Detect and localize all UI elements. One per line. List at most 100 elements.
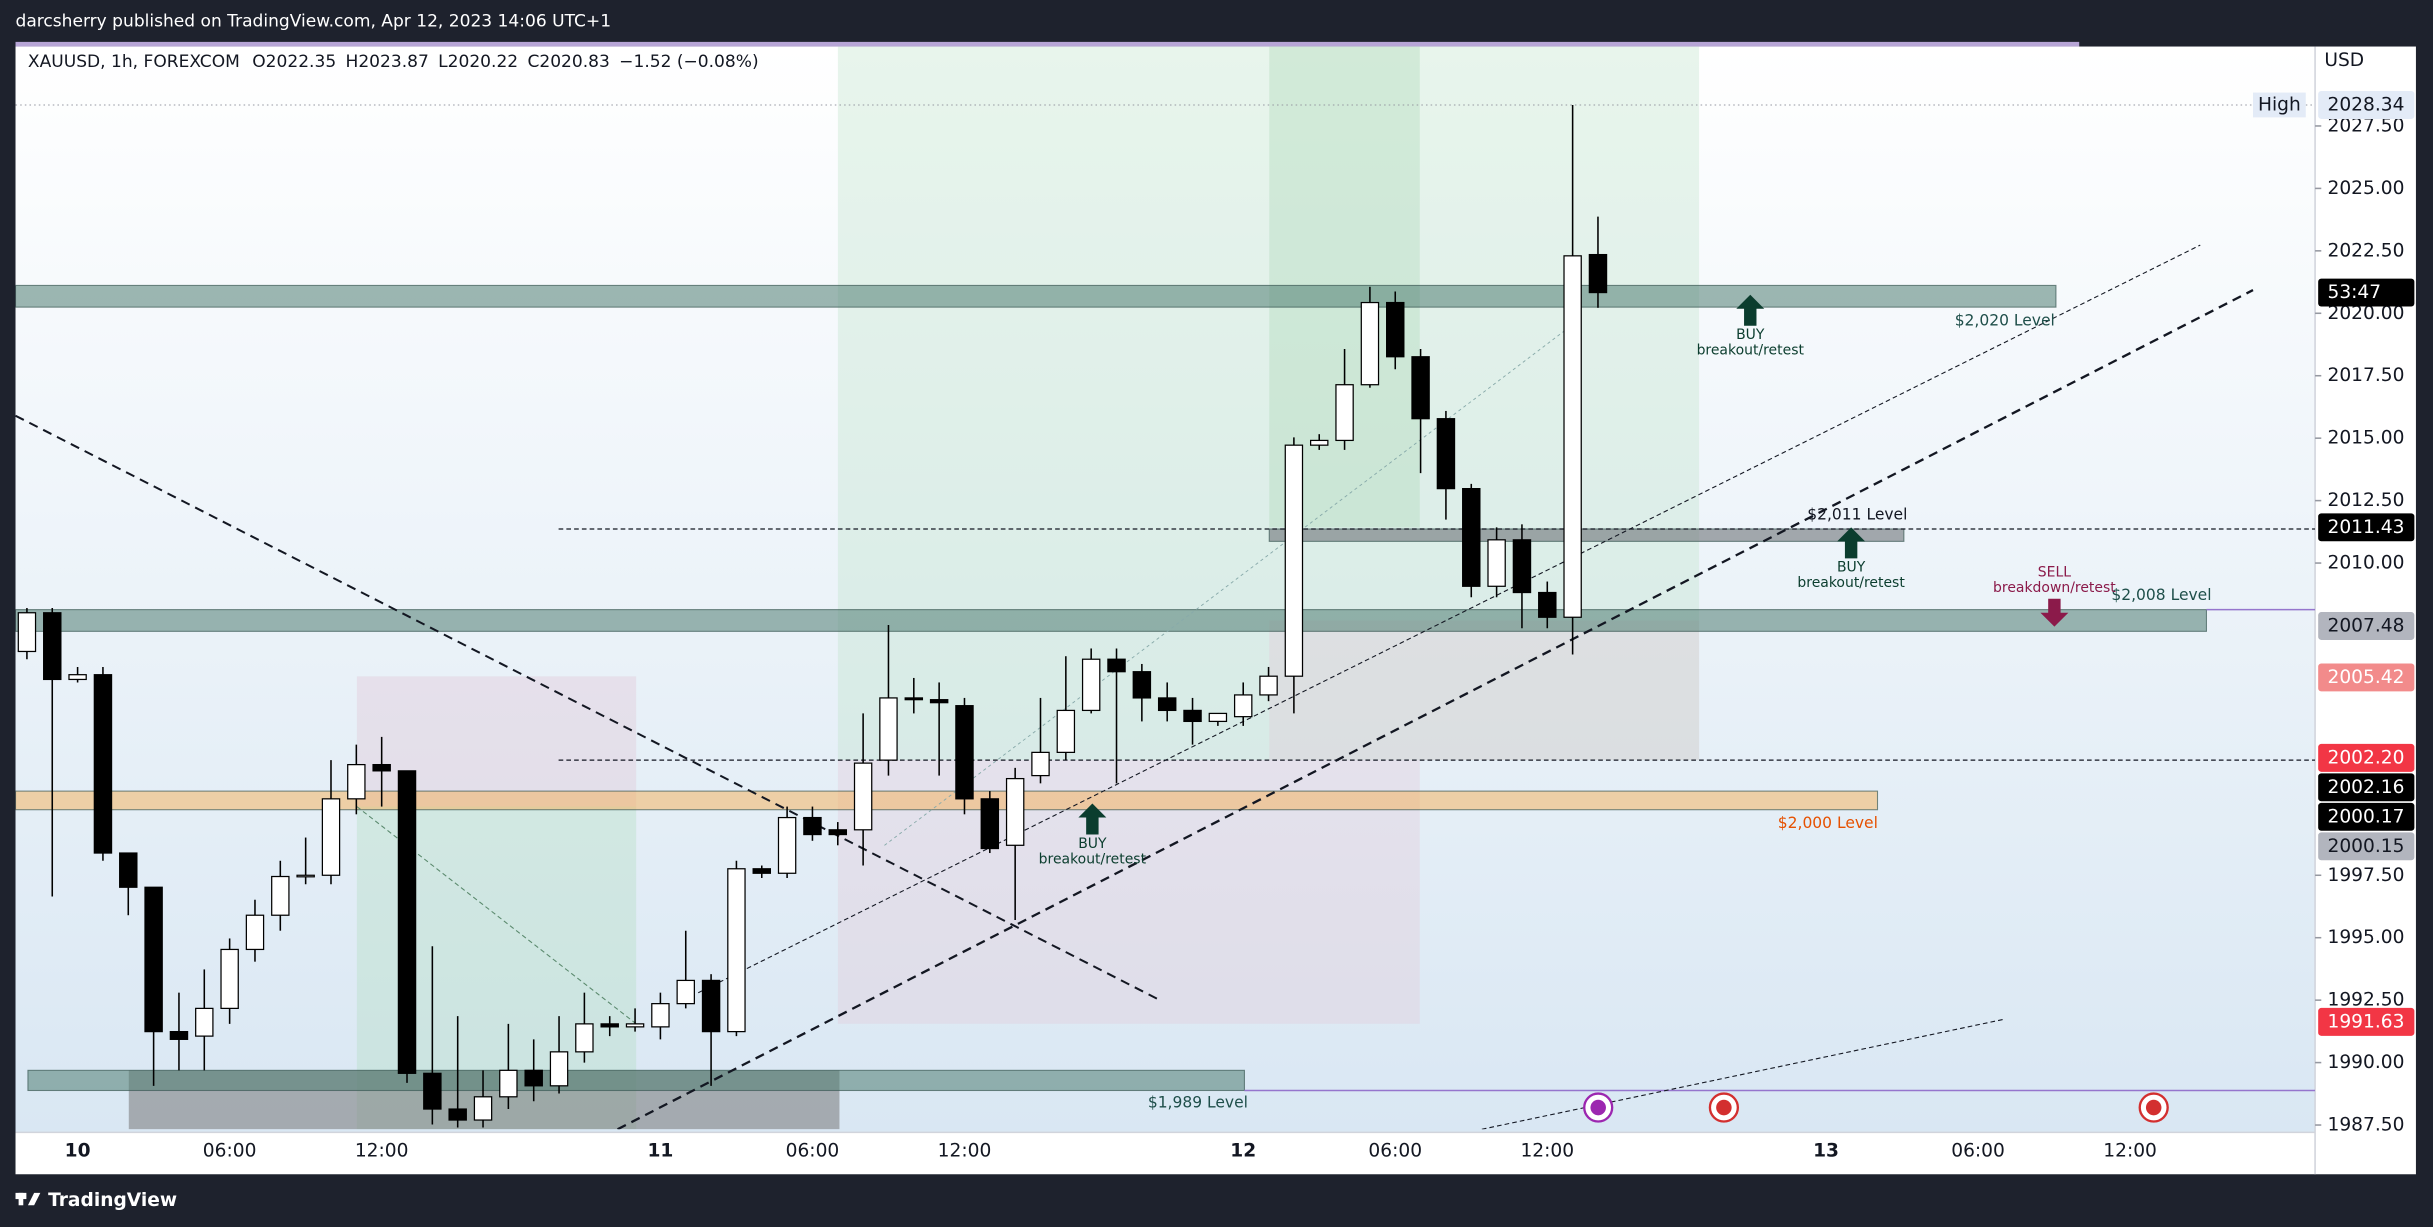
candle-body bbox=[17, 612, 37, 653]
candle-body bbox=[1132, 671, 1152, 699]
legend-ohlc-label: C bbox=[527, 52, 539, 72]
candle-body bbox=[600, 1023, 619, 1028]
legend-ohlc-value: 2020.22 bbox=[448, 52, 519, 72]
candle-body bbox=[980, 798, 1000, 850]
candle-body bbox=[296, 874, 315, 878]
candle-body bbox=[777, 816, 797, 874]
y-tick-label: 2027.50 bbox=[2327, 115, 2404, 136]
candle-body bbox=[347, 763, 366, 800]
candle-body bbox=[169, 1030, 189, 1040]
price-axis bbox=[2315, 46, 2416, 1175]
candle-body bbox=[1031, 751, 1050, 777]
candle-body bbox=[1538, 591, 1557, 618]
candle-body bbox=[271, 875, 290, 916]
level-zone bbox=[1268, 528, 1905, 542]
y-tick-label: 2017.50 bbox=[2327, 365, 2404, 386]
y-tick-label: 1987.50 bbox=[2327, 1115, 2404, 1136]
price-badge bbox=[2318, 802, 2415, 831]
x-tick-label: 12:00 bbox=[1520, 1140, 1574, 1161]
legend-ohlc-value: 2022.35 bbox=[266, 52, 337, 72]
candle-body bbox=[195, 1007, 214, 1037]
candle-body bbox=[1005, 777, 1025, 846]
trend-line bbox=[15, 414, 1162, 1002]
level-zone bbox=[15, 609, 2208, 632]
signal-setup: breakdown/retest bbox=[1993, 580, 2116, 596]
event-icon-dot bbox=[2145, 1099, 2162, 1116]
candle-body bbox=[220, 948, 239, 1010]
candle-body bbox=[43, 612, 62, 681]
countdown-badge bbox=[2318, 278, 2415, 307]
candle-body bbox=[93, 674, 113, 854]
legend: XAUUSD, 1h, FOREXCOM O2022.35 H2023.87 L202… bbox=[28, 52, 759, 72]
position-box bbox=[837, 46, 1700, 761]
candle-body bbox=[701, 979, 721, 1033]
signal-arrow bbox=[1837, 527, 1866, 559]
price-badge bbox=[2318, 832, 2415, 861]
high-tag bbox=[2253, 92, 2306, 118]
price-badge-label: 2002.20 bbox=[2327, 747, 2404, 768]
price-badge-label: 2002.16 bbox=[2327, 777, 2404, 798]
trend-line bbox=[617, 289, 2254, 1130]
x-tick-label: 06:00 bbox=[1368, 1140, 1422, 1161]
x-tick-label: 11 bbox=[647, 1140, 673, 1161]
event-icon-dot bbox=[1590, 1099, 1606, 1116]
candle-body bbox=[423, 1072, 442, 1110]
price-badge-label: 2007.48 bbox=[2327, 615, 2404, 636]
footer-brand: TradingView bbox=[48, 1190, 177, 1211]
level-label: $1,989 Level bbox=[1148, 1093, 1248, 1111]
candle-body bbox=[1563, 255, 1582, 618]
y-tick-label: 2010.00 bbox=[2327, 553, 2404, 574]
plot bbox=[15, 46, 2316, 1130]
overlay: $2,020 Level $2,011 Level $2,008 Level $2,0… bbox=[28, 52, 2415, 1161]
price-badge bbox=[2318, 1007, 2415, 1036]
signal-action: BUY bbox=[1078, 836, 1107, 852]
level-label: $2,000 Level bbox=[1778, 814, 1878, 832]
candle-body bbox=[1360, 301, 1380, 386]
candle-body bbox=[803, 816, 822, 836]
candle-body bbox=[321, 798, 341, 876]
signal-setup: breakout/retest bbox=[1039, 851, 1147, 867]
price-badge bbox=[2318, 743, 2415, 772]
y-tick-label: 1997.50 bbox=[2327, 865, 2404, 886]
trend-line bbox=[356, 806, 637, 1025]
level-zone bbox=[15, 790, 1879, 811]
candle-body bbox=[752, 868, 772, 874]
event-icon-dot bbox=[1716, 1099, 1732, 1116]
price-badge-label: 2000.17 bbox=[2327, 806, 2404, 827]
y-tick-label: 2025.00 bbox=[2327, 178, 2404, 199]
candle-body bbox=[1309, 439, 1329, 446]
signal-arrow bbox=[2040, 598, 2069, 627]
candle-body bbox=[879, 697, 898, 761]
candle-body bbox=[1107, 658, 1126, 673]
candle-body bbox=[1386, 301, 1405, 358]
signal-setup: breakout/retest bbox=[1797, 575, 1905, 591]
candle-body bbox=[448, 1108, 467, 1121]
candle-body bbox=[1056, 709, 1076, 753]
trend-line bbox=[1481, 1018, 2005, 1130]
x-tick-label: 12:00 bbox=[355, 1140, 409, 1161]
signal-arrow bbox=[1078, 803, 1107, 835]
candle-body bbox=[245, 914, 265, 951]
price-badge bbox=[2318, 612, 2415, 640]
price-badge-label: 2000.15 bbox=[2327, 836, 2404, 857]
level-label: $2,011 Level bbox=[1807, 506, 1907, 524]
candle-body bbox=[119, 852, 138, 888]
countdown-label: 53:47 bbox=[2327, 282, 2381, 303]
price-badge-label: 2011.43 bbox=[2327, 517, 2404, 538]
candle-body bbox=[397, 770, 417, 1074]
signal-setup: breakout/retest bbox=[1697, 343, 1805, 359]
candle-body bbox=[68, 674, 87, 681]
publisher-line: darcsherry published on TradingView.com,… bbox=[16, 12, 612, 32]
level-zone bbox=[15, 284, 2057, 308]
candle-body bbox=[524, 1069, 543, 1087]
x-tick-label: 06:00 bbox=[203, 1140, 257, 1161]
legend-ohlc-label: L bbox=[438, 52, 448, 72]
high-tag-label: High bbox=[2258, 94, 2301, 115]
candle-body bbox=[499, 1069, 518, 1098]
x-tick-label: 06:00 bbox=[786, 1140, 840, 1161]
candle-body bbox=[853, 762, 873, 831]
signal-action: SELL bbox=[2038, 564, 2071, 580]
candle-body bbox=[1259, 675, 1278, 696]
legend-ohlc-value: 2023.87 bbox=[358, 52, 429, 72]
